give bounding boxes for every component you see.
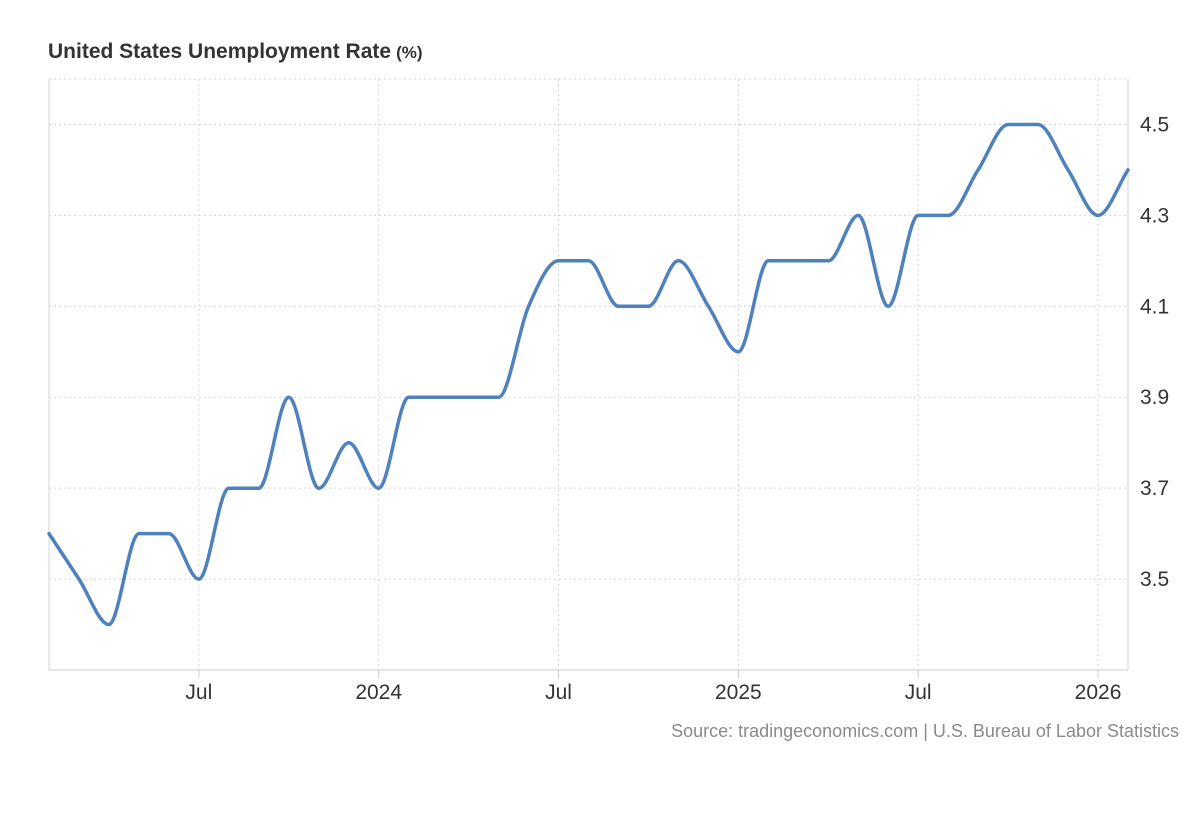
tick-labels: 3.5 3.7 3.9 4.1 4.3 4.5 Jul 2024 Jul 2025 Jul 2026 <box>185 113 1169 704</box>
data-point <box>975 167 981 173</box>
data-point <box>316 485 322 491</box>
data-point <box>645 303 651 309</box>
data-point <box>615 303 621 309</box>
data-point <box>466 394 472 400</box>
data-point <box>945 212 951 218</box>
data-point <box>196 576 202 582</box>
y-tick-label: 3.7 <box>1140 477 1169 500</box>
data-point <box>46 531 52 537</box>
axes <box>48 79 1129 678</box>
data-point <box>376 485 382 491</box>
data-point <box>1125 167 1131 173</box>
chart-title-unit: (%) <box>396 43 423 62</box>
data-point <box>765 258 771 264</box>
chart-title-text: United States Unemployment Rate <box>48 40 392 63</box>
data-point <box>226 485 232 491</box>
series-layer <box>46 121 1131 628</box>
data-point <box>166 531 172 537</box>
data-point <box>1005 121 1011 127</box>
data-point <box>286 394 292 400</box>
data-point <box>1035 121 1041 127</box>
x-tick-label: Jul <box>185 681 212 704</box>
data-point <box>885 303 891 309</box>
data-point <box>1095 212 1101 218</box>
x-tick-label: 2026 <box>1075 681 1122 704</box>
y-tick-label: 3.9 <box>1140 386 1169 409</box>
data-point <box>406 394 412 400</box>
data-point <box>705 303 711 309</box>
x-tick-label: 2024 <box>355 681 402 704</box>
data-point <box>136 531 142 537</box>
data-point <box>106 622 112 628</box>
x-tick-label: Jul <box>905 681 932 704</box>
x-tick-label: 2025 <box>715 681 762 704</box>
data-point <box>256 485 262 491</box>
grid <box>49 78 1128 670</box>
y-tick-label: 3.5 <box>1140 568 1169 591</box>
y-tick-label: 4.1 <box>1140 295 1169 318</box>
chart-title: United States Unemployment Rate (%) <box>48 40 423 64</box>
data-point <box>556 258 562 264</box>
data-point <box>795 258 801 264</box>
data-point <box>675 258 681 264</box>
source-note: Source: tradingeconomics.com | U.S. Bure… <box>671 721 1179 741</box>
data-point <box>915 212 921 218</box>
data-point <box>855 212 861 218</box>
y-tick-label: 4.5 <box>1140 113 1169 136</box>
data-point <box>496 394 502 400</box>
series-line <box>47 122 1130 627</box>
data-point <box>76 576 82 582</box>
data-point <box>526 303 532 309</box>
data-point <box>436 394 442 400</box>
x-tick-label: Jul <box>545 681 572 704</box>
data-point <box>586 258 592 264</box>
data-point <box>825 258 831 264</box>
data-point <box>1065 167 1071 173</box>
data-point <box>346 440 352 446</box>
y-tick-label: 4.3 <box>1140 204 1169 227</box>
data-point <box>735 349 741 355</box>
